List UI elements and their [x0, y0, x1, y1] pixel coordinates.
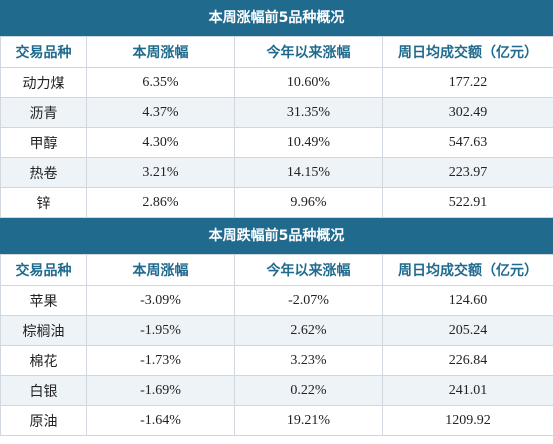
table-row: 热卷 3.21% 14.15% 223.97 — [0, 157, 553, 188]
avg-turnover: 1209.92 — [382, 405, 553, 436]
product-name: 棕榈油 — [0, 315, 87, 346]
avg-turnover: 223.97 — [382, 157, 553, 188]
ytd-change: 14.15% — [234, 157, 383, 188]
product-name: 原油 — [0, 405, 87, 436]
avg-turnover: 547.63 — [382, 127, 553, 158]
avg-turnover: 522.91 — [382, 187, 553, 218]
table-row: 原油 -1.64% 19.21% 1209.92 — [0, 405, 553, 436]
avg-turnover: 205.24 — [382, 315, 553, 346]
losers-title: 本周跌幅前5品种概况 — [0, 218, 553, 254]
weekly-change: -1.73% — [86, 345, 235, 376]
product-name: 白银 — [0, 375, 87, 406]
avg-turnover: 177.22 — [382, 67, 553, 98]
product-name: 甲醇 — [0, 127, 87, 158]
ytd-change: 2.62% — [234, 315, 383, 346]
weekly-change: 4.37% — [86, 97, 235, 128]
col-header-avg-turnover: 周日均成交额（亿元） — [382, 36, 553, 68]
avg-turnover: 302.49 — [382, 97, 553, 128]
col-header-weekly-change: 本周涨幅 — [86, 36, 235, 68]
avg-turnover: 226.84 — [382, 345, 553, 376]
table-row: 沥青 4.37% 31.35% 302.49 — [0, 97, 553, 128]
ytd-change: 10.49% — [234, 127, 383, 158]
ytd-change: 19.21% — [234, 405, 383, 436]
table-row: 棉花 -1.73% 3.23% 226.84 — [0, 345, 553, 376]
weekly-change: 3.21% — [86, 157, 235, 188]
weekly-change: 4.30% — [86, 127, 235, 158]
table-row: 棕榈油 -1.95% 2.62% 205.24 — [0, 315, 553, 346]
product-name: 动力煤 — [0, 67, 87, 98]
product-name: 苹果 — [0, 285, 87, 316]
product-name: 沥青 — [0, 97, 87, 128]
col-header-ytd-change: 今年以来涨幅 — [234, 36, 383, 68]
losers-header-row: 交易品种 本周涨幅 今年以来涨幅 周日均成交额（亿元） — [0, 254, 553, 286]
table-row: 甲醇 4.30% 10.49% 547.63 — [0, 127, 553, 158]
product-name: 棉花 — [0, 345, 87, 376]
weekly-change: 6.35% — [86, 67, 235, 98]
col-header-weekly-change: 本周涨幅 — [86, 254, 235, 286]
product-name: 锌 — [0, 187, 87, 218]
weekly-change: -3.09% — [86, 285, 235, 316]
gainers-header-row: 交易品种 本周涨幅 今年以来涨幅 周日均成交额（亿元） — [0, 36, 553, 68]
ytd-change: 0.22% — [234, 375, 383, 406]
weekly-change: -1.69% — [86, 375, 235, 406]
gainers-title: 本周涨幅前5品种概况 — [0, 0, 553, 36]
product-name: 热卷 — [0, 157, 87, 188]
table-row: 动力煤 6.35% 10.60% 177.22 — [0, 67, 553, 98]
table-row: 白银 -1.69% 0.22% 241.01 — [0, 375, 553, 406]
gainers-table: 交易品种 本周涨幅 今年以来涨幅 周日均成交额（亿元） 动力煤 6.35% 10… — [0, 36, 553, 218]
ytd-change: 10.60% — [234, 67, 383, 98]
weekly-change: -1.95% — [86, 315, 235, 346]
ytd-change: -2.07% — [234, 285, 383, 316]
ytd-change: 9.96% — [234, 187, 383, 218]
col-header-ytd-change: 今年以来涨幅 — [234, 254, 383, 286]
table-row: 锌 2.86% 9.96% 522.91 — [0, 187, 553, 218]
table-row: 苹果 -3.09% -2.07% 124.60 — [0, 285, 553, 316]
ytd-change: 31.35% — [234, 97, 383, 128]
avg-turnover: 241.01 — [382, 375, 553, 406]
ytd-change: 3.23% — [234, 345, 383, 376]
col-header-product: 交易品种 — [0, 254, 87, 286]
losers-table: 交易品种 本周涨幅 今年以来涨幅 周日均成交额（亿元） 苹果 -3.09% -2… — [0, 254, 553, 436]
col-header-product: 交易品种 — [0, 36, 87, 68]
avg-turnover: 124.60 — [382, 285, 553, 316]
weekly-change: -1.64% — [86, 405, 235, 436]
weekly-change: 2.86% — [86, 187, 235, 218]
col-header-avg-turnover: 周日均成交额（亿元） — [382, 254, 553, 286]
